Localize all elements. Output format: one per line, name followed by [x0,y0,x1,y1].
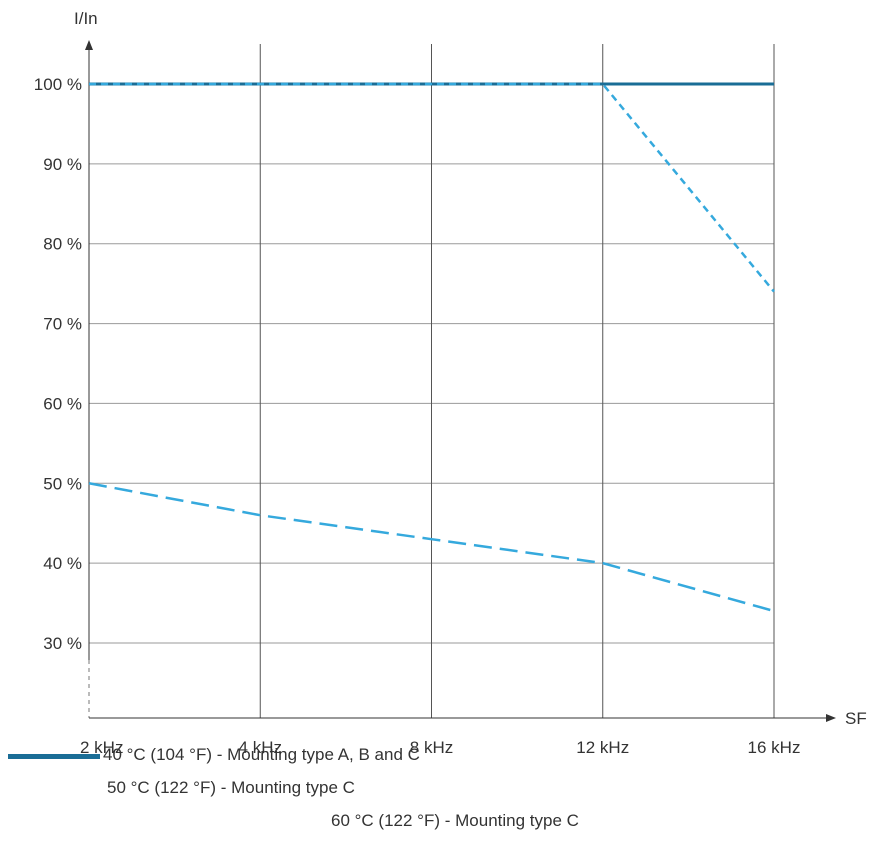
y-tick-label: 30 % [43,634,82,653]
y-tick-label: 60 % [43,394,82,413]
x-tick-label: 16 kHz [748,738,801,757]
series-lines [88,82,775,613]
legend-label-series-3: 60 °C (122 °F) - Mounting type C [331,811,579,830]
y-tick-label: 50 % [43,474,82,493]
legend-label-series-2: 50 °C (122 °F) - Mounting type C [107,778,355,797]
x-tick-label: 4 kHz [239,738,282,757]
axes: I/In SF [74,9,867,728]
series-line-2 [89,82,775,293]
x-axis-label: SF [845,709,867,728]
x-axis-arrow [826,714,836,722]
x-tick-label: 8 kHz [410,738,453,757]
x-tick-label: 2 kHz [80,738,123,757]
y-axis-arrow [85,40,93,50]
y-axis-label: I/In [74,9,98,28]
legend-swatch-series-1 [8,754,100,759]
y-tick-label: 100 % [34,75,82,94]
y-tick-label: 70 % [43,315,82,334]
grid [89,44,775,718]
x-tick-labels: 2 kHz 4 kHz 8 kHz 12 kHz 16 kHz [80,738,800,757]
y-tick-labels: 30 % 40 % 50 % 60 % 70 % 80 % 90 % 100 % [34,75,82,653]
y-tick-label: 80 % [43,235,82,254]
x-tick-label: 12 kHz [576,738,629,757]
y-tick-label: 90 % [43,155,82,174]
series-line-3 [88,482,775,613]
legend-label-series-1: 40 °C (104 °F) - Mounting type A, B and … [103,745,420,764]
y-tick-label: 40 % [43,554,82,573]
